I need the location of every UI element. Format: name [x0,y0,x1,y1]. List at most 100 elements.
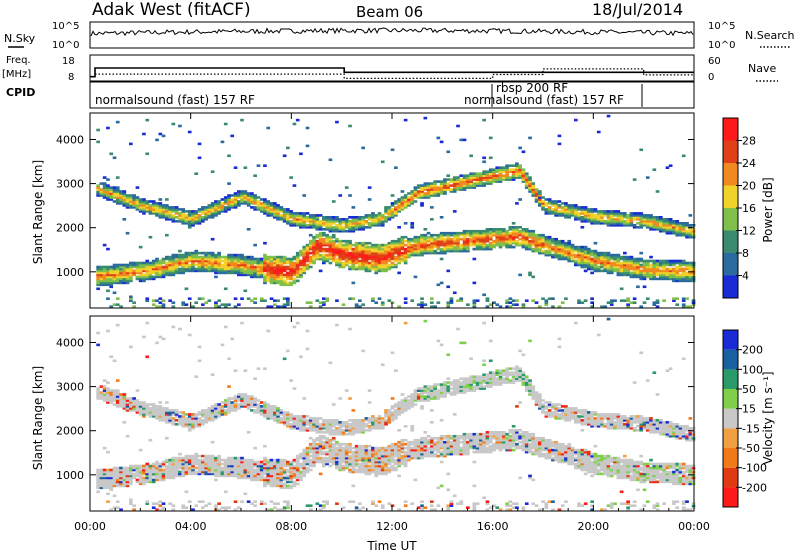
power-cell [335,218,339,221]
power-cell [292,257,297,261]
velocity-cell [191,466,195,470]
power-cell [446,150,451,154]
power-cell [361,249,365,253]
power-cell [521,231,526,235]
power-cell [194,257,199,261]
velocity-cell [312,438,316,442]
power-cell [551,208,555,211]
power-cell [315,235,320,239]
velocity-cell [315,458,320,462]
power-cell [567,249,572,253]
velocity-cell [168,476,172,480]
power-cell [439,192,444,195]
power-cell [217,206,221,209]
power-cell [475,174,480,177]
power-cell [315,218,320,221]
power-cell [443,239,447,243]
power-cell [338,239,343,243]
power-cell [148,263,153,267]
power-cell [194,267,199,271]
power-cell [115,275,120,279]
power-cell [433,194,437,197]
power-cell [394,247,398,251]
velocity-cell [171,460,176,464]
power-cell [511,235,516,239]
power-cell [364,267,369,271]
power-cell [240,267,244,271]
power-cell [659,275,663,279]
power-cell [420,186,424,189]
power-cell [106,190,110,193]
power-cell [292,224,297,227]
power-cell [214,259,218,263]
power-cell [168,271,172,275]
power-cell [289,224,293,227]
velocity-cell [165,421,169,424]
power-cell [416,251,421,255]
power-cell [400,243,405,247]
power-cell [387,251,392,255]
velocity-cell [187,468,192,472]
velocity-cell [256,476,261,480]
power-cell [508,239,513,243]
power-cell [626,305,630,308]
velocity-cell [315,421,320,424]
power-cell [688,265,693,269]
velocity-cell [266,407,271,410]
power-cell [295,259,300,263]
velocity-cell [269,474,274,478]
power-cell [436,237,441,241]
power-cell [279,265,284,269]
power-cell [394,210,398,213]
power-cell [286,303,290,306]
velocity-cell [286,419,290,422]
power-cell [348,251,352,255]
power-cell [138,204,143,207]
power-cell [675,229,680,233]
power-cell [315,257,320,261]
power-cell [619,214,624,217]
power-cell [181,261,186,265]
velocity-cell [250,464,254,468]
velocity-cell [155,405,159,408]
power-cell [420,196,424,199]
velocity-cell [227,456,231,460]
power-cell [649,214,653,217]
power-cell [227,265,231,269]
power-cell [263,255,267,259]
velocity-cell [145,474,150,478]
power-cell [289,273,293,277]
velocity-cell [151,403,156,406]
power-cell [488,241,493,245]
velocity-cell [197,345,202,349]
power-cell [410,245,415,249]
power-cell [102,186,107,189]
velocity-cell [269,478,274,482]
velocity-cell [119,480,123,484]
power-cell [626,263,630,267]
power-cell [187,253,192,257]
velocity-cell [142,401,146,404]
power-cell [583,206,588,209]
power-cell [322,301,326,304]
power-cell [171,220,176,223]
power-cell [436,192,441,195]
power-cell [295,216,300,219]
power-cell [371,243,375,247]
velocity-cell [96,391,100,394]
velocity-cell [266,458,271,462]
velocity-cell [227,399,231,402]
power-cell [187,265,192,269]
velocity-cell [295,468,300,472]
power-cell [629,261,634,265]
velocity-cell [191,415,195,418]
power-cell [413,243,418,247]
velocity-cell [273,409,277,412]
power-cell [413,194,418,197]
power-cell [125,263,130,267]
power-cell [574,118,578,122]
power-cell [652,216,657,219]
velocity-cell [259,413,264,416]
power-cell [472,172,477,175]
power-cell [390,243,395,247]
